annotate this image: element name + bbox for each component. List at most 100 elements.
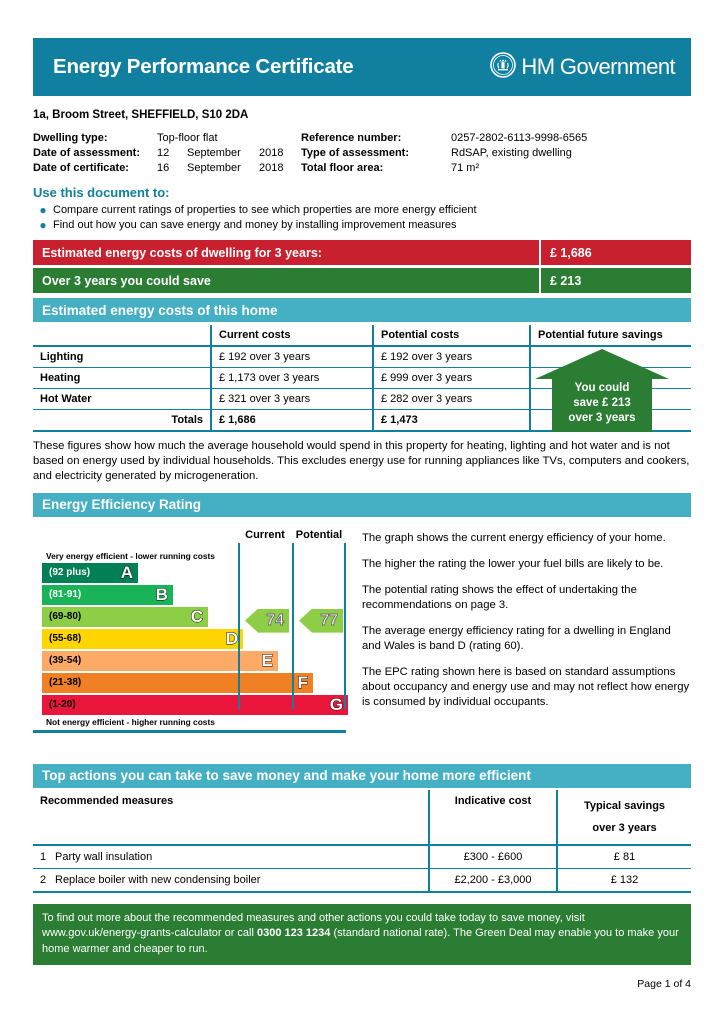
band-a-letter: A <box>120 563 133 583</box>
green-deal-phone: 0300 123 1234 <box>257 927 331 940</box>
divider <box>33 430 691 432</box>
col-potential-savings: Potential future savings <box>529 325 691 345</box>
estimated-cost-value: £ 1,686 <box>539 240 691 265</box>
band-d-letter: D <box>225 629 238 649</box>
eer-paragraph: The EPC rating shown here is based on st… <box>362 665 690 708</box>
eer-paragraph: The graph shows the current energy effic… <box>362 531 666 544</box>
col-potential-costs: Potential costs <box>372 325 529 345</box>
table-row: Heating £ 1,173 over 3 years £ 999 over … <box>33 368 691 388</box>
eer-section-title: Energy Efficiency Rating <box>42 497 202 513</box>
green-deal-text-before: To find out more about the recommended m… <box>42 911 585 940</box>
type-of-assessment-label: Type of assessment: <box>301 147 410 159</box>
rating-columns: Current Potential 74 77 <box>238 529 346 727</box>
table-header-row: Recommended measures Indicative cost Typ… <box>33 789 691 844</box>
divider <box>33 867 691 869</box>
page-header: Energy Performance Certificate HM Govern… <box>33 38 691 96</box>
date-of-certificate-day: 16 <box>157 162 170 174</box>
total-floor-area-label: Total floor area: <box>301 162 384 174</box>
band-e-letter: E <box>261 651 273 671</box>
royal-crest-icon <box>490 51 517 83</box>
list-item: ● Find out how you can save energy and m… <box>33 219 691 232</box>
reference-number-value: 0257-2802-6113-9998-6565 <box>451 132 588 144</box>
savings-spacer <box>529 410 691 430</box>
potential-saving-label: Over 3 years you could save <box>42 273 211 288</box>
band-e: (39-54) E <box>42 650 278 671</box>
lighting-potential: £ 192 over 3 years <box>372 347 529 367</box>
energy-efficiency-rating: Very energy efficient - lower running co… <box>33 529 691 733</box>
band-f: (21-38) F <box>42 672 313 693</box>
bullet-icon: ● <box>39 218 47 232</box>
dwelling-type-label: Dwelling type: <box>33 132 108 144</box>
eer-chart-box: Very energy efficient - lower running co… <box>33 529 348 727</box>
chart-top-caption: Very energy efficient - lower running co… <box>46 550 215 561</box>
band-g-letter: G <box>329 695 343 715</box>
estimated-cost-bar: Estimated energy costs of dwelling for 3… <box>33 240 691 265</box>
hm-government-logo: HM Government <box>490 51 676 83</box>
band-e-range: (39-54) <box>49 655 82 667</box>
savings-spacer <box>529 347 691 367</box>
band-c: (69-80) C <box>42 606 208 627</box>
house-body: You could save £ 213 over 3 years <box>552 379 652 432</box>
potential-rating-value: 77 <box>320 611 339 629</box>
green-deal-text-after: (standard national rate). The Green Deal… <box>42 927 679 955</box>
divider <box>33 843 691 846</box>
date-of-assessment-label: Date of assessment: <box>33 147 140 159</box>
reference-number-label: Reference number: <box>301 132 402 144</box>
measure-2-savings: £ 132 <box>556 868 691 891</box>
measure-1-number: 1 <box>40 850 47 863</box>
potential-column-header: Potential <box>295 528 343 541</box>
list-item-label: Find out how you can save energy and mon… <box>53 219 457 231</box>
divider <box>33 345 691 347</box>
band-b: (81-91) B <box>42 584 173 605</box>
totals-potential: £ 1,473 <box>372 410 529 430</box>
property-address: 1a, Broom Street, SHEFFIELD, S10 2DA <box>33 109 249 121</box>
current-rating-value: 74 <box>266 611 285 629</box>
bullet-icon: ● <box>39 203 47 217</box>
dwelling-type-value: Top-floor flat <box>157 132 218 144</box>
col-typical-savings-line2: over 3 years <box>592 821 657 834</box>
potential-saving-value: £ 213 <box>539 268 691 293</box>
table-row: Lighting £ 192 over 3 years £ 192 over 3… <box>33 347 691 367</box>
measure-2-number: 2 <box>40 873 47 886</box>
band-a-range: (92 plus) <box>49 567 91 579</box>
col-blank <box>33 325 210 345</box>
eer-chart: Very energy efficient - lower running co… <box>33 529 348 733</box>
divider <box>33 367 691 368</box>
table-row: Hot Water £ 321 over 3 years £ 282 over … <box>33 389 691 409</box>
savings-line-2: save £ 213 <box>573 397 631 409</box>
chart-bottom-caption: Not energy efficient - higher running co… <box>46 716 215 727</box>
savings-house-graphic: You could save £ 213 over 3 years <box>535 349 669 433</box>
list-item-label: Compare current ratings of properties to… <box>53 204 477 216</box>
band-a: (92 plus) A <box>42 562 138 583</box>
band-f-range: (21-38) <box>49 677 82 689</box>
estimated-cost-label: Estimated energy costs of dwelling for 3… <box>42 245 322 260</box>
costs-note: These figures show how much the average … <box>33 440 690 483</box>
costs-section-title: Estimated energy costs of this home <box>42 302 278 318</box>
row-label-hot-water: Hot Water <box>40 393 92 405</box>
actions-section-title: Top actions you can take to save money a… <box>42 768 531 784</box>
total-floor-area-value: 71 m² <box>451 162 480 174</box>
band-d-range: (55-68) <box>49 633 82 645</box>
top-actions-section: Top actions you can take to save money a… <box>33 763 691 966</box>
eer-paragraph: The higher the rating the lower your fue… <box>362 557 664 570</box>
divider <box>33 890 691 893</box>
band-c-letter: C <box>190 607 203 627</box>
date-of-certificate-year: 2018 <box>259 162 284 174</box>
divider <box>33 388 691 389</box>
recommendations-table: Recommended measures Indicative cost Typ… <box>33 789 691 893</box>
col-typical-savings-line1: Typical savings <box>583 799 666 812</box>
totals-current: £ 1,686 <box>210 410 372 430</box>
measure-1-cost: £300 - £600 <box>428 845 556 868</box>
divider <box>33 409 691 410</box>
band-d: (55-68) D <box>42 628 243 649</box>
table-row-totals: Totals £ 1,686 £ 1,473 <box>33 410 691 430</box>
actions-section-header: Top actions you can take to save money a… <box>33 763 691 788</box>
hm-government-text: HM Government <box>521 54 675 79</box>
eer-paragraph: The potential rating shows the effect of… <box>362 583 637 611</box>
col-indicative-cost: Indicative cost <box>428 789 556 844</box>
band-f-letter: F <box>297 673 308 693</box>
savings-spacer <box>529 368 691 388</box>
col-typical-savings: Typical savings over 3 years <box>556 789 691 844</box>
band-b-letter: B <box>155 585 168 605</box>
property-details: Dwelling type: Top-floor flat Reference … <box>33 132 691 174</box>
